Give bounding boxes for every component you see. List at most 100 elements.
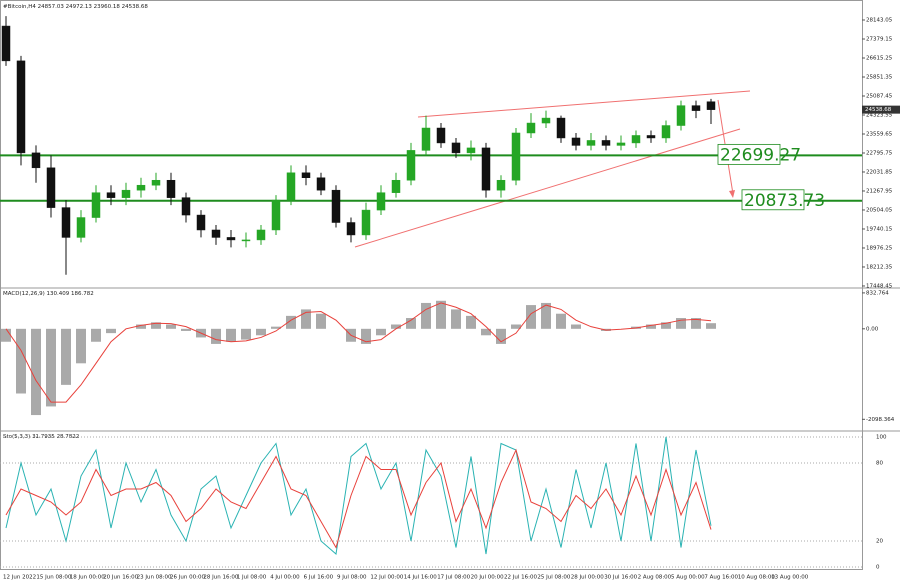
y-tick-label: 25087.45: [866, 93, 893, 99]
x-tick-label: 20 Jul 00:00: [471, 575, 504, 581]
y-tick-label: 22031.85: [866, 169, 893, 175]
candle-body: [316, 177, 326, 191]
candle-body: [331, 189, 341, 223]
stoch-main: [5, 436, 712, 555]
x-tick-label: 30 Jul 16:00: [604, 575, 637, 581]
candle-body: [466, 147, 476, 154]
macd-bar: [361, 328, 371, 344]
macd-bar: [106, 328, 116, 334]
candle-body: [571, 137, 581, 146]
macd-bar: [706, 323, 716, 329]
x-tick-label: 12 Jun 2022: [3, 575, 36, 581]
stoch-signal: [5, 448, 712, 549]
macd-bar: [676, 318, 686, 329]
macd-bar: [226, 328, 236, 342]
macd-bar: [1, 328, 11, 342]
macd-bar: [211, 328, 221, 344]
x-tick-label: 10 Aug 08:00: [738, 575, 776, 581]
macd-bar: [316, 313, 326, 329]
macd-bar: [91, 328, 101, 342]
candle-body: [541, 117, 551, 124]
candle-body: [406, 150, 416, 181]
candle-body: [226, 237, 236, 241]
x-tick-label: 25 Jul 08:00: [537, 575, 570, 581]
candle-body: [211, 229, 221, 238]
candle-body: [16, 60, 26, 154]
y-tick-label: 0: [876, 565, 880, 571]
price-label-box: [862, 105, 900, 114]
x-tick-label: 1 Jul 08:00: [237, 575, 267, 581]
y-tick-label: 26615.25: [866, 55, 893, 61]
macd-bar: [646, 324, 656, 329]
chart-title: #Bitcoin,H4 24857.03 24972.13 23960.18 2…: [3, 4, 148, 10]
x-tick-label: 28 Jul 00:00: [571, 575, 604, 581]
macd-bar: [166, 324, 176, 329]
x-tick-label: 7 Aug 16:00: [704, 575, 738, 581]
macd-bar: [571, 324, 581, 329]
plot-frame: [0, 0, 863, 570]
candle-body: [286, 172, 296, 201]
level-label-box: [741, 189, 805, 211]
macd-label: MACD(12,26,9) 130.409 186.782: [3, 291, 94, 297]
candle-body: [706, 101, 716, 110]
macd-bar: [376, 328, 386, 336]
macd-bar: [136, 324, 146, 329]
candle-body: [1, 25, 11, 62]
macd-bar: [391, 324, 401, 329]
candle-body: [526, 122, 536, 134]
trend-line: [354, 128, 741, 248]
candle-body: [436, 127, 446, 144]
macd-bar: [46, 328, 56, 407]
macd-bar: [421, 302, 431, 329]
level-label: 22699.27: [720, 145, 801, 165]
macd-bar: [661, 322, 671, 329]
macd-bar: [526, 305, 536, 329]
candle-body: [136, 184, 146, 191]
candle-body: [421, 127, 431, 151]
y-tick-label: 832.764: [866, 290, 889, 296]
macd-bar: [691, 318, 701, 329]
candle-body: [196, 214, 206, 231]
arrow-head: [729, 190, 735, 198]
macd-bar: [511, 324, 521, 329]
x-tick-label: 13 Aug 00:00: [771, 575, 809, 581]
candle-body: [631, 135, 641, 144]
trend-line: [417, 90, 751, 118]
x-tick-label: 17 Jul 08:00: [437, 575, 470, 581]
y-tick-label: 25851.35: [866, 74, 893, 80]
macd-bar: [31, 328, 41, 416]
x-tick-label: 2 Aug 08:00: [638, 575, 672, 581]
candle-body: [511, 132, 521, 181]
macd-bar: [496, 328, 506, 344]
y-tick-label: 28143.05: [866, 18, 893, 24]
candle-body: [361, 209, 371, 236]
macd-bar: [556, 313, 566, 329]
y-tick-label: 20: [876, 539, 883, 545]
price-label: 24538.68: [865, 107, 892, 113]
x-tick-label: 18 Jun 00:00: [70, 575, 105, 581]
macd-bar: [481, 328, 491, 336]
macd-bar: [406, 318, 416, 329]
macd-bar: [466, 315, 476, 329]
candle-body: [271, 199, 281, 231]
level-label: 20873.73: [744, 191, 825, 211]
macd-bar: [451, 309, 461, 329]
macd-bar: [61, 328, 71, 385]
y-tick-label: 21267.95: [866, 188, 893, 194]
x-tick-label: 26 Jun 00:00: [170, 575, 205, 581]
y-tick-label: 19740.15: [866, 226, 893, 232]
y-tick-label: 27379.15: [866, 37, 893, 43]
y-tick-label: 100: [876, 435, 887, 441]
candle-body: [301, 172, 311, 179]
candle-body: [31, 152, 41, 169]
macd-bar: [151, 322, 161, 329]
candle-body: [181, 197, 191, 216]
x-tick-label: 28 Jun 16:00: [203, 575, 238, 581]
macd-bar: [256, 328, 266, 336]
x-tick-label: 5 Aug 00:00: [671, 575, 705, 581]
y-tick-label: 0.00: [866, 326, 879, 332]
macd-bar: [16, 328, 26, 394]
y-tick-label: 17448.45: [866, 283, 893, 289]
candle-body: [76, 217, 86, 238]
